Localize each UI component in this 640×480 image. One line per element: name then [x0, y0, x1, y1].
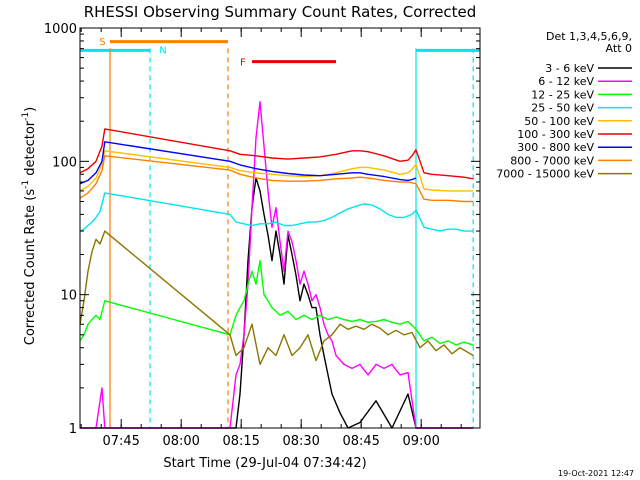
x-tick-label-2: 08:15: [222, 434, 259, 449]
y-tick-label-3: 1000: [44, 22, 77, 37]
series-line-4: [79, 150, 474, 192]
legend-label-4: 50 - 100 keV: [524, 115, 594, 128]
series-line-7: [79, 155, 474, 203]
flag-bars: S N F: [80, 37, 480, 69]
axes: 1 10 100 1000 07:45 08:00 08:15 08:30 08:45 09:00: [44, 22, 481, 449]
series-line-5: [79, 128, 474, 180]
flag-label-2: F: [240, 58, 246, 69]
legend-label-6: 300 - 800 keV: [517, 141, 594, 154]
legend-label-0: 3 - 6 keV: [545, 62, 594, 75]
y-tick-label-1: 10: [60, 289, 77, 304]
x-tick-label-4: 08:45: [342, 434, 379, 449]
y-axis-label-end: ): [23, 107, 38, 112]
series-line-6: [79, 141, 417, 185]
legend-label-1: 6 - 12 keV: [538, 75, 594, 88]
legend-label-3: 25 - 50 keV: [531, 102, 594, 115]
x-axis-label: Start Time (29-Jul-04 07:34:42): [163, 456, 366, 471]
flag-label-1: N: [159, 45, 166, 56]
chart-title: RHESSI Observing Summary Count Rates, Co…: [84, 3, 477, 21]
y-tick-label-2: 100: [52, 155, 77, 170]
plot-frame: [79, 27, 481, 429]
y-tick-label-0: 1: [69, 422, 77, 437]
legend-label-8: 7000 - 15000 keV: [496, 168, 594, 181]
legend-label-7: 800 - 7000 keV: [510, 154, 594, 167]
legend-header-0: Det 1,3,4,5,6,9,: [546, 30, 632, 43]
x-tick-label-3: 08:30: [282, 434, 319, 449]
series-line-1: [80, 100, 474, 429]
vertical-markers: [109, 48, 474, 428]
y-axis-label-main: Corrected Count Rate (s: [23, 189, 38, 346]
y-axis-label-sup2: -1: [21, 112, 31, 121]
series-line-2: [79, 259, 474, 346]
series-line-3: [79, 192, 474, 232]
x-tick-label-1: 08:00: [162, 434, 199, 449]
y-axis-label: Corrected Count Rate (s-1 detector-1): [21, 107, 38, 345]
footer-date: 19-Oct-2021 12:47: [558, 469, 634, 478]
y-axis-label-sup1: -1: [21, 180, 31, 189]
legend-label-5: 100 - 300 keV: [517, 128, 594, 141]
series-line-8: [79, 230, 474, 366]
series-lines: [79, 100, 474, 429]
series-line-0: [80, 177, 474, 429]
legend-label-2: 12 - 25 keV: [531, 88, 594, 101]
flag-label-0: S: [99, 37, 105, 48]
legend-header-1: Att 0: [606, 42, 632, 55]
x-tick-label-0: 07:45: [102, 434, 139, 449]
x-tick-label-5: 09:00: [402, 434, 439, 449]
y-axis-label-mid: detector: [23, 120, 38, 180]
